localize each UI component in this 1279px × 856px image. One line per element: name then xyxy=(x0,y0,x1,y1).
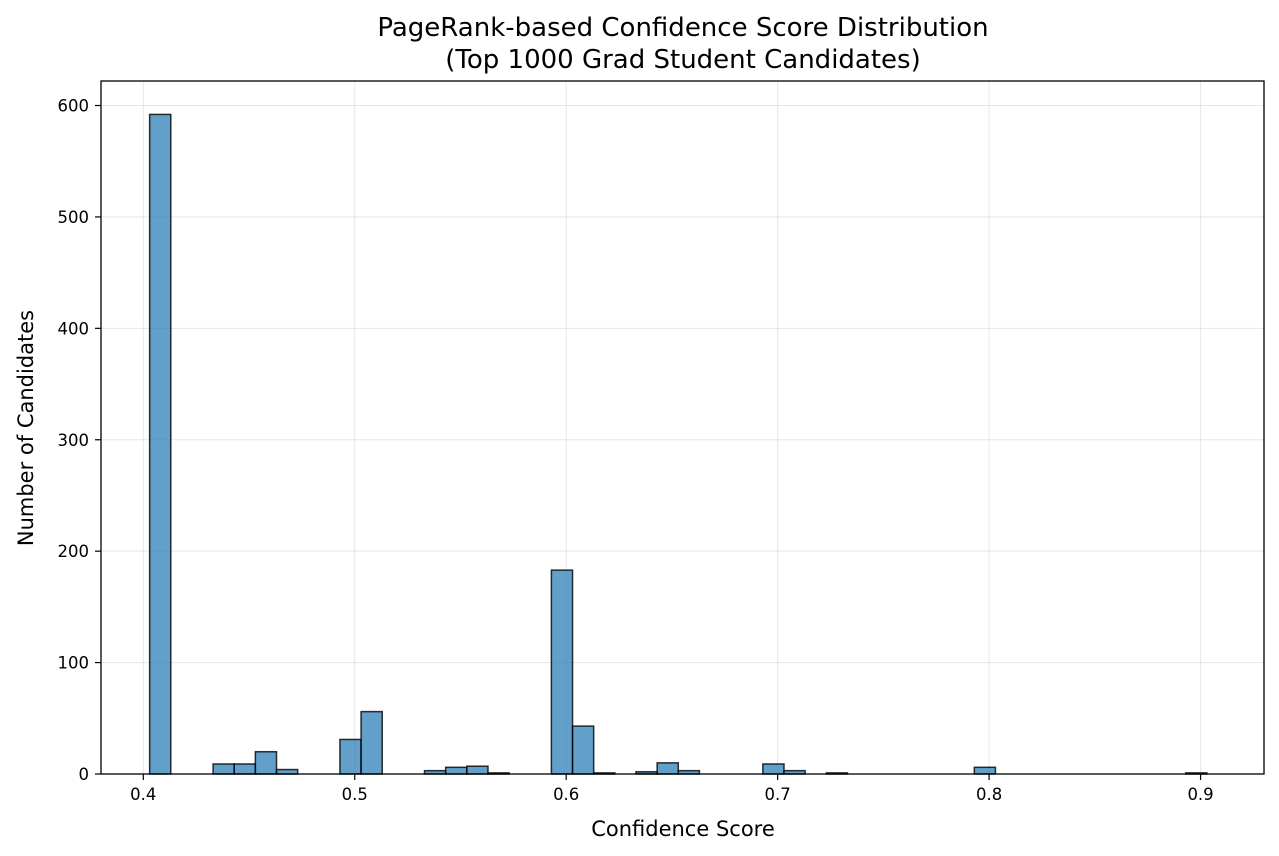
histogram-bar xyxy=(762,763,785,775)
x-axis-label: Confidence Score xyxy=(591,817,775,841)
histogram-bar xyxy=(275,768,299,775)
histogram-bar xyxy=(212,763,235,775)
histogram-bar xyxy=(466,765,489,775)
x-axis-ticks: 0.4 0.5 0.6 0.7 0.8 0.9 xyxy=(130,774,1214,804)
y-axis-ticks: 0 100 200 300 400 500 600 xyxy=(58,97,101,784)
histogram-bar xyxy=(360,710,383,775)
histogram-bar xyxy=(254,750,278,775)
x-tick-label: 0.5 xyxy=(342,785,368,804)
chart-title-line1: PageRank-based Confidence Score Distribu… xyxy=(377,13,988,43)
histogram-bar xyxy=(571,725,595,775)
histogram-bar xyxy=(233,763,257,775)
histogram-bar xyxy=(148,113,172,775)
y-tick-label: 300 xyxy=(58,431,90,450)
histogram-bar xyxy=(444,766,468,775)
y-tick-label: 500 xyxy=(58,208,90,227)
y-tick-label: 0 xyxy=(79,765,90,784)
y-tick-label: 200 xyxy=(58,542,90,561)
y-tick-label: 400 xyxy=(58,319,90,338)
x-tick-label: 0.7 xyxy=(765,785,791,804)
y-axis-label: Number of Candidates xyxy=(14,310,38,546)
histogram-bar xyxy=(550,569,574,775)
x-tick-label: 0.4 xyxy=(130,785,156,804)
y-tick-label: 100 xyxy=(58,654,90,673)
histogram-bars xyxy=(148,113,1208,775)
x-tick-label: 0.9 xyxy=(1187,785,1213,804)
histogram-bar xyxy=(656,762,680,775)
chart-title-line2: (Top 1000 Grad Student Candidates) xyxy=(445,45,920,75)
grid-lines xyxy=(101,81,1264,775)
plot-frame xyxy=(100,80,1265,775)
x-tick-label: 0.6 xyxy=(553,785,579,804)
x-tick-label: 0.8 xyxy=(976,785,1002,804)
histogram-bar xyxy=(339,738,362,775)
y-tick-label: 600 xyxy=(58,97,90,116)
histogram-bar xyxy=(973,766,997,775)
